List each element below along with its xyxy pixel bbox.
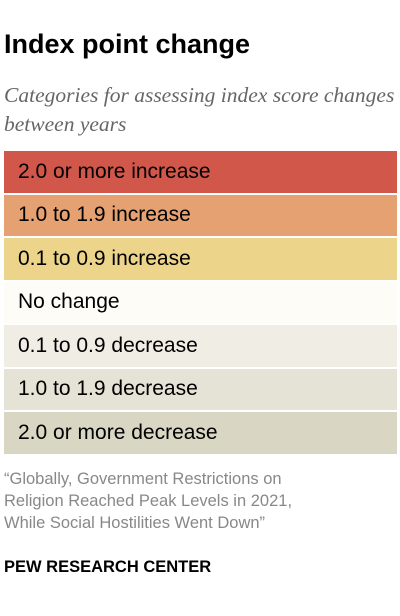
- legend-item-medium-increase: 1.0 to 1.9 increase: [4, 194, 397, 236]
- legend-item-label: 1.0 to 1.9 decrease: [18, 377, 198, 401]
- legend-item-label: 2.0 or more decrease: [18, 420, 218, 444]
- legend-item-large-decrease: 2.0 or more decrease: [4, 412, 397, 454]
- legend-item-small-increase: 0.1 to 0.9 increase: [4, 238, 397, 280]
- legend-item-small-decrease: 0.1 to 0.9 decrease: [4, 325, 397, 367]
- source-line: “Globally, Government Restrictions on: [4, 470, 282, 488]
- subtitle: Categories for assessing index score cha…: [4, 83, 395, 136]
- page-title: Index point change: [4, 29, 251, 59]
- legend-item-label: 2.0 or more increase: [18, 159, 211, 183]
- legend-item-label: 1.0 to 1.9 increase: [18, 203, 191, 227]
- source-line: While Social Hostilities Went Down”: [4, 514, 266, 532]
- legend-item-label: No change: [18, 290, 120, 314]
- source-line: Religion Reached Peak Levels in 2021,: [4, 492, 293, 510]
- legend-item-large-increase: 2.0 or more increase: [4, 151, 397, 193]
- legend-item-no-change: No change: [4, 281, 397, 323]
- legend: 2.0 or more increase 1.0 to 1.9 increase…: [4, 151, 397, 454]
- legend-item-medium-decrease: 1.0 to 1.9 decrease: [4, 368, 397, 410]
- organization-credit: PEW RESEARCH CENTER: [4, 558, 212, 576]
- source-note: “Globally, Government Restrictions on Re…: [4, 468, 396, 534]
- legend-item-label: 0.1 to 0.9 increase: [18, 246, 191, 270]
- legend-item-label: 0.1 to 0.9 decrease: [18, 333, 198, 357]
